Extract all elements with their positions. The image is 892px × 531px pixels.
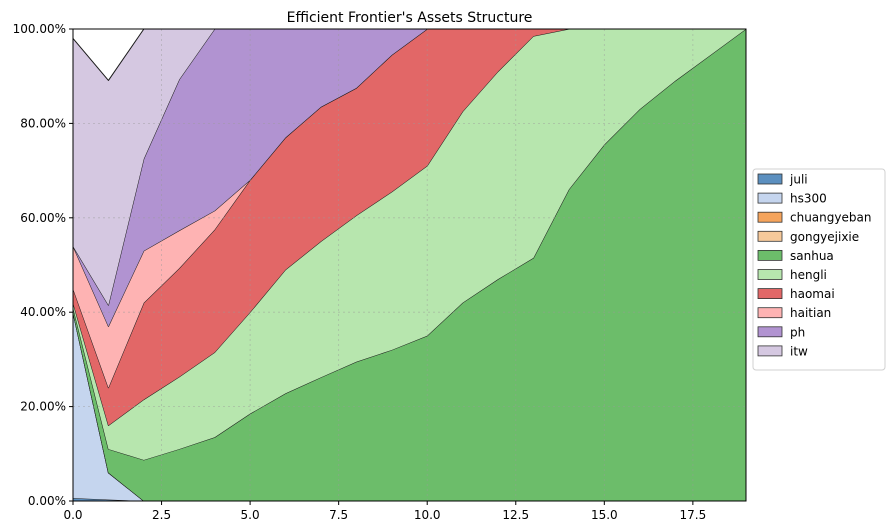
x-tick-label: 7.5 [329, 508, 348, 522]
x-tick-label: 10.0 [414, 508, 441, 522]
legend-label-chuangyeban: chuangyeban [790, 211, 871, 225]
legend-label-gongyejixie: gongyejixie [790, 230, 859, 244]
x-tick-label: 15.0 [591, 508, 618, 522]
y-tick-label: 80.00% [20, 116, 66, 130]
legend-swatch-hs300 [757, 192, 783, 204]
legend-label-hengli: hengli [790, 268, 827, 282]
legend: juli hs300 chuangyeban gongyejixie sanhua hen… [752, 168, 886, 371]
area-sanhua [73, 29, 746, 501]
legend-label-sanhua: sanhua [790, 249, 834, 263]
legend-swatch-juli [757, 173, 783, 185]
y-axis: 0.00% 20.00% 40.00% 60.00% 80.00% 100.00% [13, 22, 73, 508]
area-itw [73, 29, 746, 306]
area-hengli [73, 29, 746, 460]
legend-label-ph: ph [790, 325, 805, 339]
legend-swatch-hengli [757, 269, 783, 280]
legend-swatch-ph [757, 326, 783, 338]
y-tick-label: 40.00% [20, 305, 66, 319]
legend-label-itw: itw [790, 344, 808, 358]
x-tick-label: 2.5 [152, 508, 171, 522]
legend-label-haomai: haomai [790, 287, 835, 301]
legend-swatch-gongyejixie [757, 230, 783, 242]
x-tick-label: 0.0 [63, 508, 82, 522]
legend-swatch-sanhua [757, 249, 783, 261]
legend-swatch-chuangyeban [757, 211, 783, 223]
stacked-areas [72, 28, 747, 502]
legend-swatch-haitian [757, 307, 783, 319]
x-tick-label: 17.5 [680, 508, 707, 522]
y-tick-label: 0.00% [28, 494, 66, 508]
x-tick-label: 12.5 [502, 508, 529, 522]
area-haomai [73, 29, 746, 426]
area-ph [73, 29, 746, 327]
plot-frame [72, 28, 747, 502]
chart-title: Efficient Frontier's Assets Structure [287, 10, 533, 26]
x-axis: 0.0 2.5 5.0 7.5 10.0 12.5 15.0 17.5 [63, 501, 706, 522]
legend-label-hs300: hs300 [790, 192, 827, 206]
y-tick-label: 20.00% [20, 400, 66, 414]
legend-swatch-itw [757, 345, 783, 357]
y-tick-label: 60.00% [20, 211, 66, 225]
y-tick-label: 100.00% [13, 22, 66, 36]
x-tick-label: 5.0 [241, 508, 260, 522]
legend-swatch-haomai [757, 288, 783, 300]
legend-label-juli: juli [789, 173, 808, 187]
legend-label-haitian: haitian [790, 306, 831, 320]
legend-box [752, 168, 886, 371]
